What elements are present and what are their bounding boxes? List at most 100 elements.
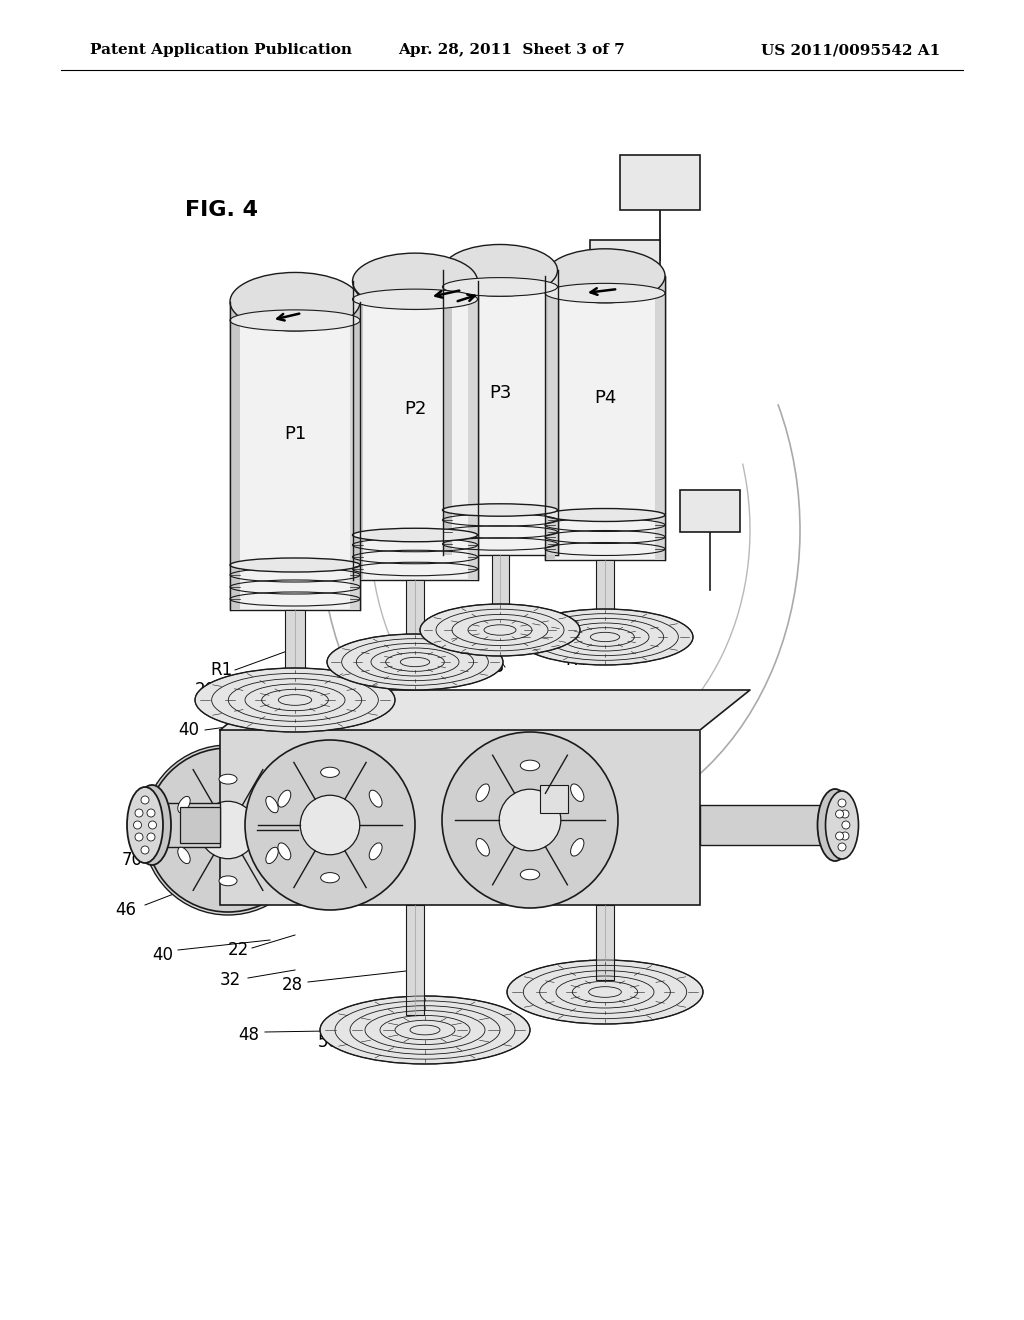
Ellipse shape (230, 272, 360, 331)
Circle shape (836, 810, 844, 818)
Ellipse shape (545, 284, 665, 302)
Text: P3: P3 (488, 384, 511, 401)
FancyBboxPatch shape (548, 271, 557, 554)
Ellipse shape (352, 289, 477, 309)
Ellipse shape (420, 605, 580, 656)
Text: R4: R4 (565, 651, 587, 669)
Circle shape (141, 796, 150, 804)
Ellipse shape (219, 876, 237, 886)
Text: 20: 20 (195, 681, 216, 700)
Circle shape (200, 801, 257, 859)
Ellipse shape (825, 791, 858, 859)
Circle shape (148, 821, 157, 829)
Ellipse shape (266, 796, 279, 813)
Ellipse shape (545, 508, 665, 521)
Text: 46: 46 (115, 902, 136, 919)
Ellipse shape (133, 785, 171, 865)
Circle shape (836, 832, 844, 840)
Ellipse shape (327, 634, 503, 690)
FancyBboxPatch shape (700, 805, 830, 845)
FancyBboxPatch shape (220, 730, 700, 906)
FancyBboxPatch shape (430, 271, 492, 312)
Ellipse shape (219, 775, 237, 784)
Text: 32: 32 (220, 972, 242, 989)
Text: 28: 28 (282, 975, 303, 994)
Circle shape (245, 741, 415, 909)
Circle shape (841, 810, 849, 818)
Ellipse shape (507, 960, 703, 1024)
Text: FIG. 4: FIG. 4 (185, 201, 258, 220)
Circle shape (141, 846, 150, 854)
FancyBboxPatch shape (442, 271, 452, 554)
Text: 30: 30 (580, 975, 601, 994)
Circle shape (838, 843, 846, 851)
Circle shape (841, 832, 849, 840)
Ellipse shape (442, 504, 557, 516)
FancyBboxPatch shape (230, 302, 241, 610)
Circle shape (300, 795, 359, 855)
Text: 40: 40 (178, 721, 199, 739)
FancyBboxPatch shape (545, 276, 665, 560)
Text: Apr. 28, 2011  Sheet 3 of 7: Apr. 28, 2011 Sheet 3 of 7 (398, 44, 626, 57)
Ellipse shape (517, 609, 693, 665)
Circle shape (147, 833, 155, 841)
Text: 26: 26 (355, 1035, 376, 1053)
FancyBboxPatch shape (352, 281, 477, 579)
Ellipse shape (570, 838, 584, 857)
Text: R1: R1 (210, 661, 232, 678)
Text: 22: 22 (228, 941, 249, 960)
Ellipse shape (370, 843, 382, 859)
Ellipse shape (520, 870, 540, 880)
Ellipse shape (442, 277, 557, 296)
Text: 24: 24 (478, 1039, 499, 1057)
Ellipse shape (178, 796, 190, 813)
FancyBboxPatch shape (406, 579, 424, 649)
Ellipse shape (321, 873, 339, 883)
Text: 34: 34 (638, 743, 659, 762)
Ellipse shape (178, 847, 190, 863)
Ellipse shape (278, 791, 291, 807)
FancyBboxPatch shape (655, 276, 665, 560)
FancyBboxPatch shape (285, 610, 305, 685)
Circle shape (500, 789, 561, 851)
Text: P2: P2 (403, 400, 426, 418)
Text: Patent Application Publication: Patent Application Publication (90, 44, 352, 57)
FancyBboxPatch shape (349, 302, 360, 610)
FancyBboxPatch shape (680, 490, 740, 532)
Ellipse shape (319, 997, 530, 1064)
FancyBboxPatch shape (150, 803, 220, 847)
Text: 44: 44 (242, 751, 263, 770)
FancyBboxPatch shape (230, 302, 360, 610)
Ellipse shape (278, 843, 291, 859)
Ellipse shape (442, 244, 557, 296)
Ellipse shape (545, 248, 665, 302)
Circle shape (442, 733, 618, 908)
Text: R2: R2 (375, 671, 397, 689)
FancyBboxPatch shape (180, 807, 220, 843)
Ellipse shape (230, 310, 360, 331)
Text: 58: 58 (205, 801, 226, 818)
Text: 50: 50 (155, 781, 176, 799)
FancyBboxPatch shape (596, 906, 614, 979)
FancyBboxPatch shape (492, 554, 509, 620)
FancyBboxPatch shape (468, 281, 477, 579)
Ellipse shape (370, 791, 382, 807)
Ellipse shape (476, 784, 489, 801)
Text: 40: 40 (152, 946, 173, 964)
FancyBboxPatch shape (620, 154, 700, 210)
Text: P4: P4 (594, 389, 616, 407)
FancyBboxPatch shape (540, 785, 568, 813)
Ellipse shape (127, 787, 163, 863)
FancyBboxPatch shape (352, 281, 362, 579)
Text: 66: 66 (128, 826, 150, 843)
Ellipse shape (230, 558, 360, 572)
Ellipse shape (352, 253, 477, 309)
Ellipse shape (520, 760, 540, 771)
FancyBboxPatch shape (442, 271, 557, 554)
Ellipse shape (570, 784, 584, 801)
Text: P1: P1 (284, 425, 306, 444)
Circle shape (143, 744, 313, 915)
Ellipse shape (195, 668, 395, 733)
Ellipse shape (352, 528, 477, 541)
Text: 56: 56 (318, 1034, 339, 1051)
